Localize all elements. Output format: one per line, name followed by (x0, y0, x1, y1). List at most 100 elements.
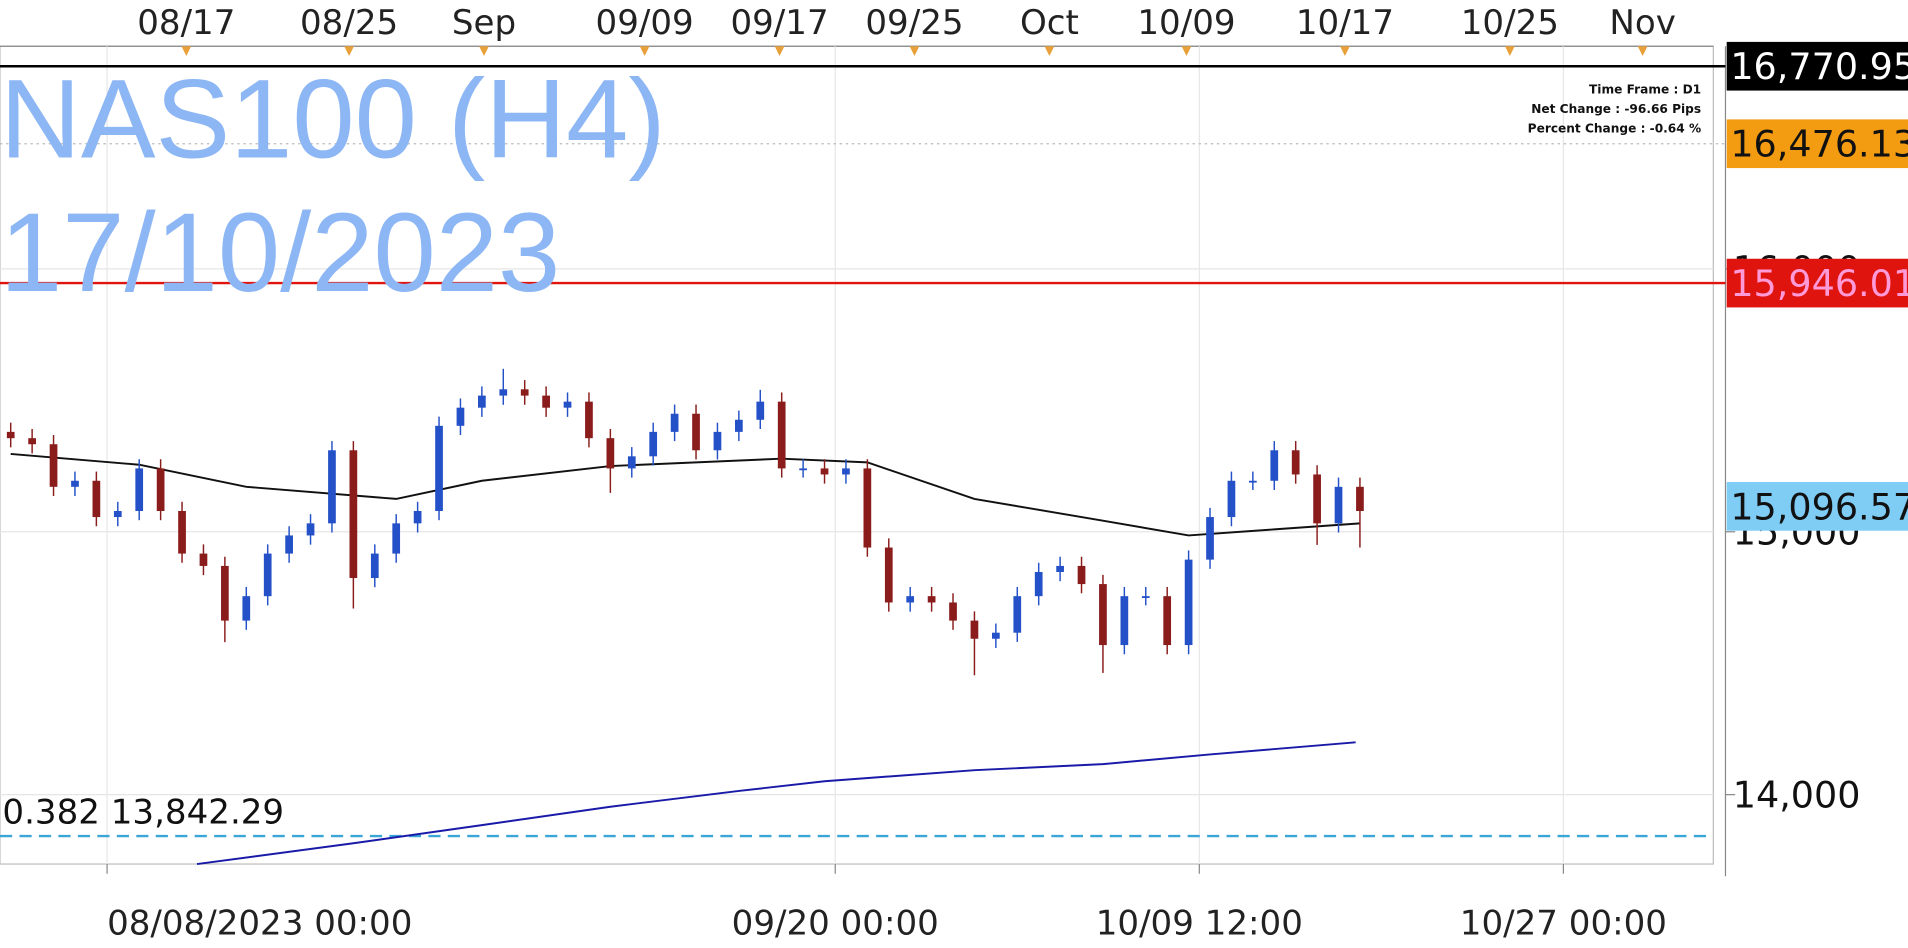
top-tick-marker (1637, 46, 1648, 56)
candle-body (456, 407, 465, 426)
candle-body (842, 468, 850, 475)
price-label-box (1726, 482, 1908, 531)
top-tick-marker (1340, 46, 1350, 56)
top-tick-label: 09/25 (865, 3, 963, 43)
candle-body (884, 547, 893, 603)
top-tick-label: 08/17 (137, 3, 235, 43)
candle-body (1270, 450, 1279, 481)
candle-body (1099, 584, 1107, 646)
candle-body (1120, 596, 1129, 646)
price-label: 16,770.95 (1730, 45, 1908, 88)
candle-body (306, 523, 315, 536)
candle-body (113, 510, 122, 518)
top-tick-marker (909, 46, 920, 56)
candle-body (392, 523, 401, 554)
info-line: Time Frame : D1 (1589, 83, 1701, 97)
top-tick-label: 10/17 (1296, 3, 1394, 43)
price-label-box (1726, 41, 1908, 91)
candle-body (585, 401, 593, 439)
candle-body (563, 401, 572, 408)
candle-body (1249, 480, 1257, 483)
candle-body (1334, 486, 1343, 524)
candle-body (799, 468, 807, 471)
candle-body (756, 401, 765, 420)
bottom-tick-label: 08/08/2023 00:00 (107, 903, 412, 943)
price-label: 15,946.01 (1730, 262, 1908, 305)
candle-body (178, 510, 186, 554)
candle-body (1313, 474, 1321, 524)
candle-body (328, 450, 336, 524)
candle-body (1077, 565, 1086, 585)
candle-body (1034, 571, 1043, 597)
bottom-tick-label: 09/20 00:00 (732, 903, 939, 943)
candle-body (349, 450, 358, 579)
candle-body (927, 596, 936, 603)
top-tick-label: Nov (1609, 3, 1675, 43)
price-label-box (1726, 119, 1908, 169)
candle-body (992, 632, 1000, 639)
candle-body (520, 389, 529, 396)
info-line: Net Change : -96.66 Pips (1531, 102, 1701, 116)
price-label-box (1726, 258, 1908, 308)
candle-body (820, 468, 829, 475)
moving-average (196, 741, 1356, 865)
candle-body (1227, 480, 1236, 518)
candle-body (370, 553, 379, 579)
candle-body (478, 395, 486, 408)
candle-body (906, 596, 915, 603)
candle-body (156, 468, 165, 511)
candle-body (606, 438, 615, 469)
candle-body (1141, 596, 1150, 598)
candle-body (1163, 596, 1172, 646)
candle-body (863, 468, 872, 548)
candle-body (242, 596, 251, 621)
top-tick-label: 08/25 (300, 3, 398, 43)
top-tick-marker (639, 46, 650, 56)
candle-body (71, 480, 79, 487)
top-tick-marker (1181, 46, 1192, 56)
candle-body (199, 553, 208, 566)
candle-body (692, 413, 700, 451)
top-tick-label: 10/09 (1137, 3, 1235, 43)
candle-body (6, 431, 15, 439)
top-tick-marker (344, 46, 354, 56)
candle-body (949, 602, 957, 621)
candle-body (542, 395, 550, 408)
y-tick-label: 14,000 (1733, 774, 1861, 817)
top-tick-marker (1504, 46, 1515, 56)
candle-body (970, 620, 979, 639)
candle-body (1184, 559, 1193, 646)
candle-body (263, 553, 272, 597)
candle-body (735, 419, 743, 432)
top-tick-marker (181, 46, 192, 56)
chart-subtitle: 17/10/2023 (0, 190, 560, 315)
plot (0, 46, 1726, 865)
candle-body (49, 444, 58, 487)
candle-body (221, 565, 229, 621)
top-tick-marker (1044, 46, 1055, 56)
bottom-tick-label: 10/27 00:00 (1460, 903, 1667, 943)
info-line: Percent Change : -0.64 % (1528, 121, 1701, 135)
candle-body (1206, 517, 1214, 560)
top-tick-label: Oct (1020, 3, 1079, 43)
top-tick-marker (774, 46, 785, 56)
top-tick-label: Sep (452, 3, 516, 43)
candle-body (499, 389, 508, 396)
candle-body (713, 431, 722, 451)
candle-body (1056, 565, 1064, 572)
candle-body (649, 431, 658, 457)
chart-title: NAS100 (H4) (0, 56, 666, 181)
candle-body (670, 413, 679, 432)
top-tick-label: 10/25 (1461, 3, 1559, 43)
top-tick-label: 09/17 (730, 3, 828, 43)
candle-body (1356, 486, 1364, 511)
top-tick-marker (479, 46, 489, 56)
candle-body (135, 468, 144, 511)
bottom-tick-label: 10/09 12:00 (1096, 903, 1303, 943)
candle-body (28, 438, 36, 445)
candle-body (285, 535, 293, 554)
fib-label: 0.382 13,842.29 (2, 793, 284, 833)
